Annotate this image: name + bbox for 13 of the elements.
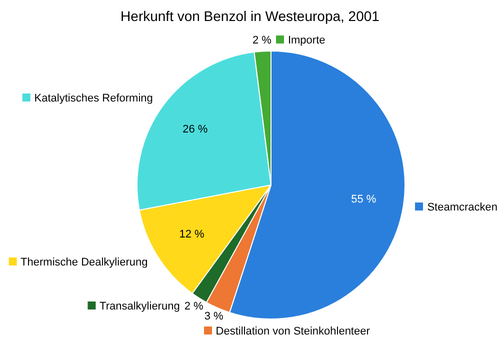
legend-label: Steamcracken [426, 201, 498, 214]
data-label: 2 % [252, 34, 272, 48]
data-label: 26 % [182, 123, 208, 136]
data-label: 12 % [179, 228, 204, 242]
legend-label: Importe [286, 34, 326, 48]
legend-label: Destillation von Steinkohlenteer [214, 326, 370, 339]
legend-label: Thermische Dealkylierung [20, 256, 148, 270]
legend-label: Transalkylierung [98, 300, 180, 314]
legend-label: Katalytisches Reforming [33, 92, 153, 106]
data-label: 3 % [204, 310, 224, 324]
chart-title: Herkunft von Benzol in Westeuropa, 2001 [120, 8, 380, 24]
data-label: 55 % [351, 193, 376, 206]
data-label: 2 % [184, 300, 204, 314]
